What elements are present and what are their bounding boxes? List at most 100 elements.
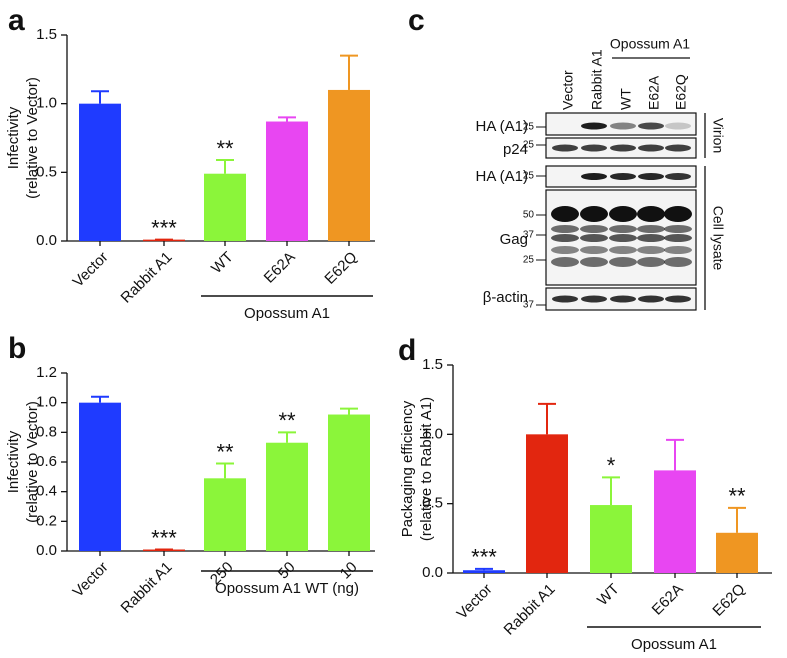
row-label: β-actin (483, 289, 528, 306)
band (610, 122, 636, 130)
x-tick-label: E62Q (709, 581, 748, 620)
bar (716, 532, 758, 573)
significance: * (607, 453, 616, 478)
y-tick-label: 0.4 (36, 483, 57, 500)
significance: *** (151, 215, 177, 240)
y-axis-label: (relative to Vector) (24, 77, 41, 199)
band (638, 173, 664, 180)
band (665, 122, 691, 130)
band (580, 206, 608, 222)
bar (328, 89, 370, 241)
section-label: Virion (710, 118, 726, 154)
size-marker: 25 (523, 171, 535, 182)
lane-label: Vector (560, 70, 576, 110)
y-tick-label: 0.8 (36, 423, 57, 440)
row-label: HA (A1) (475, 168, 528, 185)
band (580, 225, 608, 233)
band (609, 206, 637, 222)
bar (204, 478, 246, 551)
band (610, 144, 636, 152)
y-tick-label: 0.6 (36, 453, 57, 470)
x-tick-label: E62A (261, 249, 299, 287)
x-tick-label: Rabbit A1 (118, 559, 176, 617)
y-tick-label: 1.5 (422, 356, 443, 373)
band (581, 122, 607, 130)
y-tick-label: 0.0 (36, 542, 57, 559)
band (552, 295, 578, 303)
band (664, 225, 692, 233)
group-label: Opossum A1 (244, 305, 330, 322)
bar (79, 402, 121, 551)
band (581, 295, 607, 303)
band (551, 206, 579, 222)
y-tick-label: 1.0 (36, 394, 57, 411)
significance: *** (151, 525, 177, 550)
lane-label: E62Q (673, 74, 689, 110)
band (637, 206, 665, 222)
significance: ** (728, 484, 746, 509)
x-tick-label: WT (208, 249, 237, 278)
band (665, 295, 691, 303)
band (609, 234, 637, 242)
y-tick-label: 1.2 (36, 364, 57, 381)
lane-label: Rabbit A1 (589, 49, 605, 110)
band (637, 234, 665, 242)
band (610, 173, 636, 180)
band (637, 225, 665, 233)
band (580, 257, 608, 267)
bar (266, 121, 308, 241)
bar (143, 549, 185, 552)
band (664, 246, 692, 254)
band (580, 234, 608, 242)
y-axis-label: (relative to Rabbit A1) (418, 397, 435, 541)
group-label: Opossum A1 WT (ng) (215, 580, 359, 597)
size-marker: 50 (523, 210, 535, 221)
panel-letter: d (398, 334, 416, 367)
band (551, 246, 579, 254)
y-axis-label: Infectivity (5, 430, 22, 493)
bar (143, 239, 185, 242)
panel-letter: a (8, 4, 25, 37)
band (638, 144, 664, 152)
lane-group-label: Opossum A1 (610, 36, 690, 52)
band (637, 257, 665, 267)
band (609, 246, 637, 254)
y-tick-label: 1.0 (422, 425, 443, 442)
x-tick-label: E62Q (321, 249, 360, 288)
y-tick-label: 0.0 (36, 232, 57, 249)
band (581, 173, 607, 180)
y-tick-label: 0.5 (422, 495, 443, 512)
band (551, 257, 579, 267)
bar (266, 442, 308, 551)
y-tick-label: 0.0 (422, 564, 443, 581)
bar (328, 414, 370, 551)
bar (463, 570, 505, 573)
band (665, 144, 691, 152)
section-label: Cell lysate (710, 206, 726, 271)
row-label: Gag (500, 231, 528, 248)
band (609, 257, 637, 267)
x-tick-label: Rabbit A1 (501, 581, 559, 639)
y-tick-label: 0.5 (36, 163, 57, 180)
y-axis-label: Packaging efficiency (399, 400, 416, 537)
significance: *** (471, 545, 497, 570)
x-tick-label: WT (594, 581, 623, 610)
band (665, 173, 691, 180)
bar (654, 470, 696, 573)
band (638, 295, 664, 303)
band (552, 144, 578, 152)
significance: ** (216, 439, 234, 464)
x-tick-label: Rabbit A1 (118, 249, 176, 307)
band (551, 225, 579, 233)
band (580, 246, 608, 254)
size-marker: 37 (523, 230, 535, 241)
band (637, 246, 665, 254)
band (638, 122, 664, 130)
significance: ** (278, 408, 296, 433)
panel-letter: b (8, 332, 26, 365)
y-tick-label: 1.0 (36, 95, 57, 112)
bar (204, 173, 246, 241)
lane-label: E62A (646, 75, 662, 110)
bar (526, 434, 568, 573)
